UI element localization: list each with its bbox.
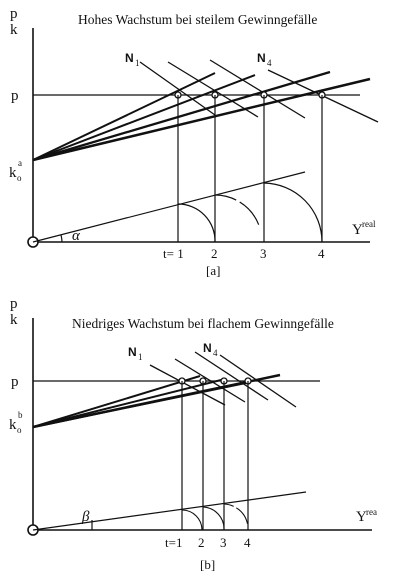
svg-text:real: real xyxy=(362,219,376,229)
svg-text:N: N xyxy=(257,51,266,65)
panel-b-arc-1 xyxy=(181,509,203,531)
panel-b-k0-label: k o b xyxy=(9,410,23,435)
panel-a-ray-1 xyxy=(32,72,216,161)
panel-a-tick-1: t= 1 xyxy=(163,246,184,261)
panel-b-curve-n1 xyxy=(149,364,226,406)
svg-text:b: b xyxy=(18,410,23,420)
panel-b-y-label-k: k xyxy=(10,312,18,328)
panel-a-tick-4: 4 xyxy=(318,246,325,261)
panel-b-curve-n2 xyxy=(174,358,246,403)
panel-b-curve-n4 xyxy=(219,354,297,408)
panel-a-arc-2 xyxy=(214,194,263,243)
svg-text:k: k xyxy=(9,417,17,433)
panel-b-title: Niedriges Wachstum bei flachem Gewinngef… xyxy=(72,316,334,331)
panel-a-x-label: Y real xyxy=(352,219,376,238)
panel-b-tick-4: 4 xyxy=(244,535,251,550)
panel-a-label-n4: N 4 xyxy=(257,51,272,68)
svg-text:rea: rea xyxy=(366,507,377,517)
panel-a-curve-n1 xyxy=(139,61,216,116)
panel-a-alpha-arc xyxy=(60,234,63,243)
panel-b-p-label: p xyxy=(11,374,19,390)
panel-a-arc-3 xyxy=(263,182,323,243)
panel-b-tick-2: 2 xyxy=(198,535,205,550)
svg-text:N: N xyxy=(125,51,134,65)
panel-b-arc-3 xyxy=(223,503,249,531)
panel-b-beta-label: β xyxy=(81,509,90,525)
panel-a-arc-1 xyxy=(177,203,216,243)
panel-a-tick-2: 2 xyxy=(211,246,218,261)
svg-text:4: 4 xyxy=(213,348,218,358)
svg-text:1: 1 xyxy=(138,352,143,362)
panel-a-caption: [a] xyxy=(206,263,220,278)
panel-a-label-n1: N 1 xyxy=(125,51,140,68)
panel-a-tick-3: 3 xyxy=(260,246,267,261)
panel-b-x-label: Y rea xyxy=(356,507,377,525)
panel-a-p-label: p xyxy=(11,88,19,104)
svg-text:o: o xyxy=(17,173,22,183)
panel-b-label-n4: N 4 xyxy=(203,341,218,358)
panel-a-curve-n3 xyxy=(209,59,306,119)
panel-b-beta-ray xyxy=(32,491,307,531)
panel-a-y-label-p: p xyxy=(10,6,18,22)
svg-text:N: N xyxy=(203,341,212,355)
panel-b-ray-4 xyxy=(32,373,281,429)
svg-text:o: o xyxy=(17,425,22,435)
panel-b-caption: [b] xyxy=(200,557,215,572)
panel-b-ray-1 xyxy=(32,375,201,428)
panel-b-arc-2 xyxy=(202,506,225,531)
svg-text:k: k xyxy=(9,165,17,181)
panel-a-ray-4 xyxy=(32,77,371,162)
svg-text:1: 1 xyxy=(135,58,140,68)
panel-b-y-label-p: p xyxy=(10,296,18,312)
panel-a-k0-label: k o a xyxy=(9,158,22,183)
svg-text:a: a xyxy=(18,158,22,168)
panel-a-alpha-ray xyxy=(32,171,306,243)
svg-text:Y: Y xyxy=(356,509,367,525)
svg-text:N: N xyxy=(128,345,137,359)
panel-a: Hohes Wachstum bei steilem Gewinngefälle… xyxy=(9,6,379,278)
panel-b: Niedriges Wachstum bei flachem Gewinngef… xyxy=(9,296,377,572)
panel-a-ray-3 xyxy=(32,70,331,162)
panel-b-curve-n3 xyxy=(194,351,269,401)
panel-a-ray-2 xyxy=(32,74,256,161)
panel-a-alpha-label: α xyxy=(72,228,81,244)
panel-a-title: Hohes Wachstum bei steilem Gewinngefälle xyxy=(78,12,317,27)
svg-text:4: 4 xyxy=(267,58,272,68)
panel-b-tick-3: 3 xyxy=(220,535,227,550)
panel-b-tick-1: t=1 xyxy=(165,535,182,550)
panel-a-y-label-k: k xyxy=(10,22,18,38)
panel-a-curve-n2 xyxy=(167,61,259,118)
panel-b-label-n1: N 1 xyxy=(128,345,143,362)
svg-text:Y: Y xyxy=(352,222,363,238)
